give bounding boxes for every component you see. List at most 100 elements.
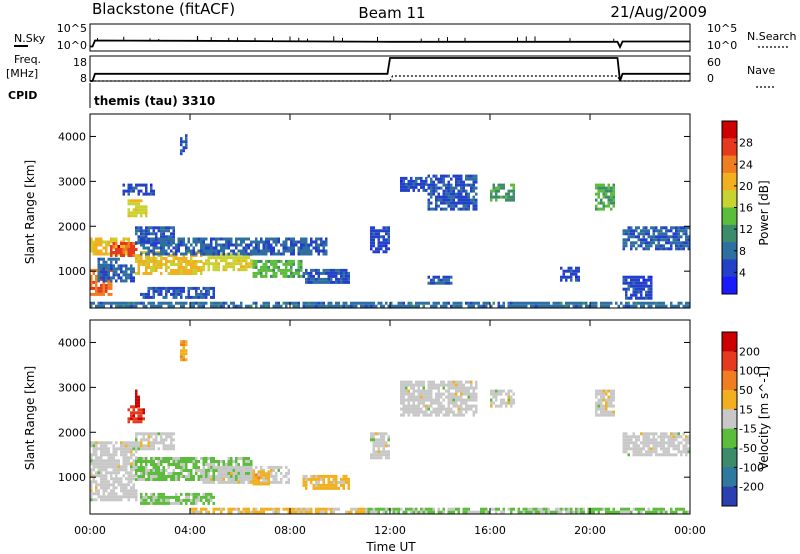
heatmap-cell — [152, 457, 155, 460]
heatmap-cell — [167, 252, 170, 256]
heatmap-cell — [432, 304, 435, 308]
heatmap-cell — [282, 246, 285, 250]
heatmap-cell — [210, 256, 213, 260]
heatmap-cell — [660, 226, 663, 230]
heatmap-cell — [440, 410, 443, 414]
heatmap-cell — [435, 386, 438, 390]
heatmap-cell — [672, 444, 675, 448]
heatmap-cell — [170, 435, 173, 439]
heatmap-cell — [660, 444, 663, 448]
heatmap-cell — [387, 238, 390, 242]
heatmap-cell — [677, 232, 680, 236]
heatmap-cell — [517, 507, 520, 511]
heatmap-cell — [112, 273, 115, 277]
heatmap-cell — [595, 413, 598, 417]
heatmap-cell — [425, 392, 428, 396]
heatmap-cell — [447, 174, 450, 178]
heatmap-cell — [205, 463, 208, 466]
heatmap-cell — [132, 444, 135, 448]
heatmap-cell — [640, 238, 643, 242]
heatmap-cell — [405, 188, 408, 192]
heatmap-cell — [140, 432, 143, 436]
heatmap-cell — [600, 189, 603, 193]
heatmap-cell — [610, 192, 613, 196]
heatmap-cell — [155, 469, 158, 472]
heatmap-cell — [440, 281, 443, 285]
heatmap-cell — [660, 247, 663, 251]
heatmap-cell — [290, 268, 293, 272]
heatmap-cell — [265, 265, 268, 269]
heatmap-cell — [400, 407, 403, 411]
heatmap-cell — [90, 474, 93, 478]
heatmap-cell — [150, 243, 153, 247]
heatmap-cell — [192, 301, 195, 305]
heatmap-cell — [232, 474, 235, 478]
heatmap-cell — [620, 507, 623, 511]
heatmap-cell — [315, 507, 318, 511]
heatmap-cell — [157, 229, 160, 233]
heatmap-cell — [630, 278, 633, 282]
heatmap-cell — [687, 304, 690, 308]
heatmap-cell — [285, 237, 288, 241]
heatmap-cell — [182, 358, 185, 362]
heatmap-cell — [267, 246, 270, 250]
heatmap-cell — [610, 301, 613, 305]
heatmap-cell — [110, 279, 113, 283]
colorbar-tick-label: 12 — [739, 223, 753, 236]
heatmap-cell — [605, 195, 608, 199]
heatmap-cell — [195, 286, 198, 290]
heatmap-cell — [142, 447, 145, 451]
heatmap-cell — [177, 260, 180, 263]
heatmap-cell — [432, 281, 435, 285]
heatmap-cell — [675, 226, 678, 230]
heatmap-cell — [127, 489, 130, 493]
heatmap-cell — [142, 240, 145, 244]
heatmap-cell — [215, 477, 218, 481]
heatmap-cell — [142, 475, 145, 478]
heatmap-cell — [175, 492, 178, 496]
heatmap-cell — [605, 204, 608, 208]
heatmap-cell — [107, 270, 110, 274]
heatmap-cell — [297, 249, 300, 253]
heatmap-cell — [132, 202, 135, 206]
heatmap-cell — [647, 435, 650, 439]
heatmap-cell — [137, 241, 140, 245]
heatmap-cell — [630, 296, 633, 300]
heatmap-cell — [122, 447, 125, 451]
heatmap-cell — [235, 457, 238, 460]
heatmap-cell — [245, 304, 248, 308]
heatmap-cell — [637, 301, 640, 305]
heatmap-cell — [115, 301, 118, 305]
heatmap-cell — [120, 447, 123, 451]
heatmap-cell — [195, 507, 198, 511]
heatmap-cell — [647, 447, 650, 451]
heatmap-cell — [137, 269, 140, 272]
heatmap-cell — [567, 269, 570, 273]
heatmap-cell — [250, 259, 253, 263]
heatmap-cell — [137, 226, 140, 230]
heatmap-cell — [465, 392, 468, 396]
heatmap-cell — [142, 411, 145, 415]
heatmap-cell — [267, 482, 270, 486]
heatmap-cell — [680, 507, 683, 511]
heatmap-cell — [472, 413, 475, 417]
heatmap-cell — [160, 246, 163, 250]
heatmap-cell — [142, 292, 145, 296]
heatmap-cell — [385, 441, 388, 445]
heatmap-cell — [635, 241, 638, 245]
nsearch-tick-bottom: 10^0 — [707, 39, 737, 52]
heatmap-cell — [147, 237, 150, 241]
heatmap-cell — [335, 474, 338, 478]
heatmap-cell — [102, 459, 105, 463]
heatmap-cell — [475, 192, 478, 196]
heatmap-cell — [385, 453, 388, 457]
heatmap-cell — [642, 444, 645, 448]
heatmap-cell — [280, 268, 283, 272]
heatmap-cell — [330, 507, 333, 511]
heatmap-cell — [420, 507, 423, 511]
heatmap-cell — [650, 510, 653, 514]
heatmap-cell — [305, 249, 308, 253]
heatmap-cell — [595, 183, 598, 187]
heatmap-cell — [195, 501, 198, 505]
heatmap-cell — [395, 507, 398, 511]
